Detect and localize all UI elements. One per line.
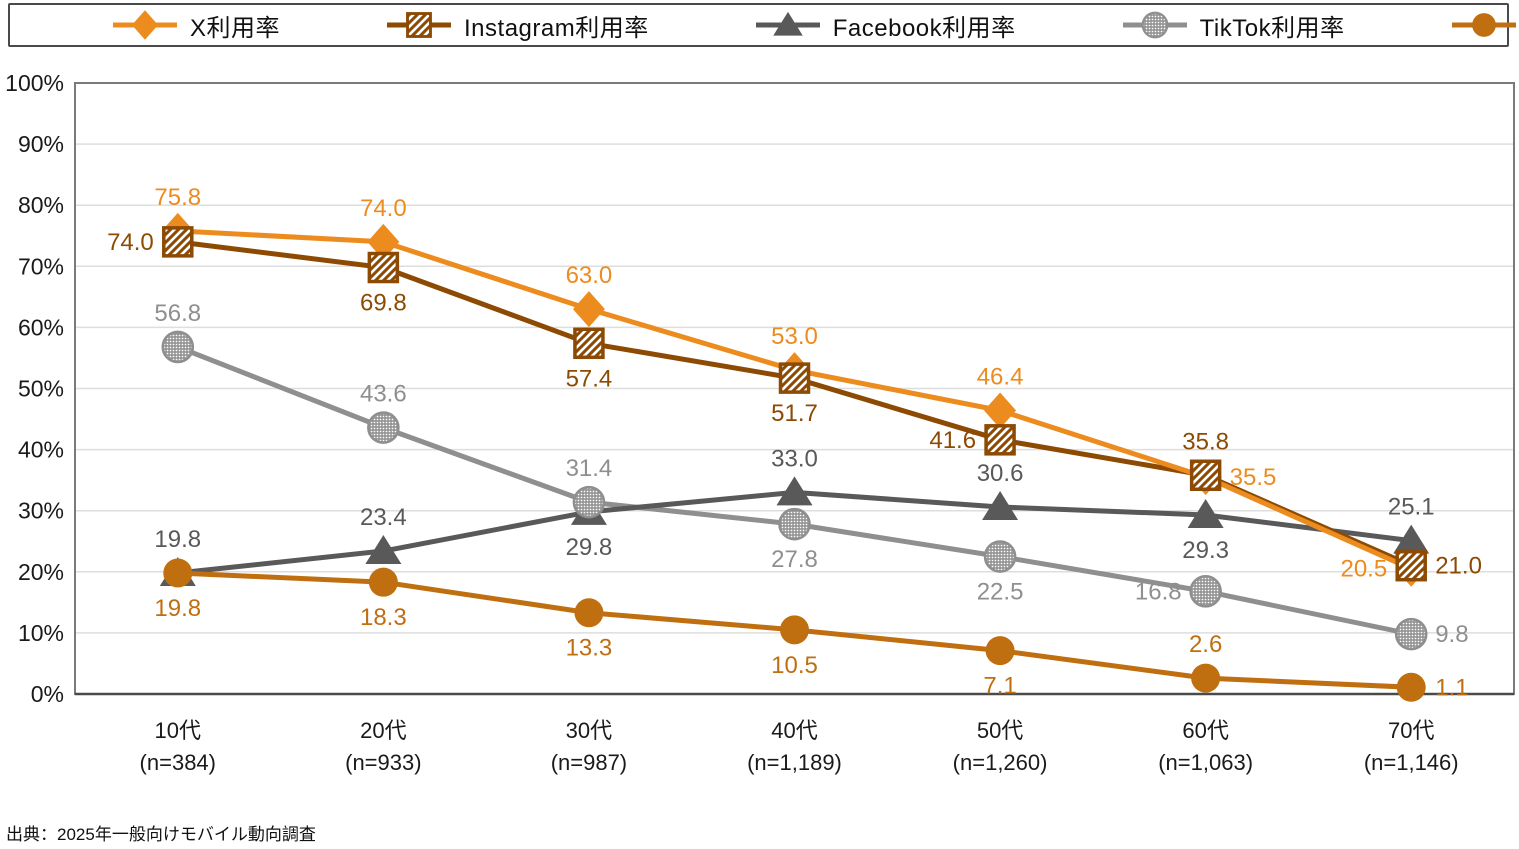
series-value-labels-1: 74.0 69.8 57.4 51.7 41.6 35.8 21.0 [107,229,1482,580]
svg-text:56.8: 56.8 [154,300,201,327]
svg-text:50代: 50代 [977,718,1023,743]
svg-text:50%: 50% [18,376,64,402]
svg-text:29.3: 29.3 [1182,537,1229,564]
series-markers-3 [161,330,1428,651]
svg-text:10%: 10% [18,620,64,646]
svg-text:19.8: 19.8 [154,595,201,622]
legend-item-threads: Threads利用率 [1449,8,1519,43]
svg-text:40%: 40% [18,437,64,463]
svg-text:21.0: 21.0 [1435,553,1482,580]
y-axis-tick-labels: 0% 10% 20% 30% 40% 50% 60% 70% 80% 90% 100% [5,70,64,707]
legend-label-tiktok: TikTok利用率 [1199,14,1345,42]
svg-text:75.8: 75.8 [154,184,201,211]
svg-text:29.8: 29.8 [566,534,613,561]
svg-text:46.4: 46.4 [977,363,1024,390]
svg-text:43.6: 43.6 [360,381,407,408]
svg-text:1.1: 1.1 [1435,674,1468,701]
legend-item-x: X利用率 [110,8,280,43]
svg-text:41.6: 41.6 [929,427,976,454]
legend-label-x: X利用率 [190,14,281,42]
svg-text:(n=1,146): (n=1,146) [1364,750,1459,775]
svg-text:13.3: 13.3 [566,635,613,662]
legend-label-instagram: Instagram利用率 [464,14,649,42]
svg-text:23.4: 23.4 [360,504,407,531]
series-value-labels-3: 56.8 43.6 31.4 27.8 22.5 16.8 9.8 [154,300,1468,648]
svg-text:20%: 20% [18,559,64,585]
svg-text:18.3: 18.3 [360,604,407,631]
svg-text:(n=384): (n=384) [140,750,216,775]
svg-text:(n=933): (n=933) [345,750,421,775]
x-axis-tick-labels: 10代 (n=384) 20代 (n=933) 30代 (n=987) 40代 (n=1,18… [140,718,1459,775]
svg-text:31.4: 31.4 [566,455,613,482]
svg-text:70代: 70代 [1388,718,1434,743]
series-markers-4 [163,558,1426,702]
svg-text:100%: 100% [5,70,64,96]
instagram-hatched-square-marker-icon [387,12,452,38]
svg-text:35.5: 35.5 [1230,464,1277,491]
svg-text:19.8: 19.8 [154,526,201,553]
facebook-triangle-marker-icon [755,11,820,36]
svg-text:10.5: 10.5 [771,652,818,679]
x-diamond-marker-icon [113,10,177,40]
svg-text:63.0: 63.0 [566,262,613,289]
svg-text:74.0: 74.0 [360,195,407,222]
tiktok-grid-circle-marker-icon [1122,11,1187,39]
svg-text:57.4: 57.4 [566,365,613,392]
svg-text:10代: 10代 [155,718,201,743]
svg-text:(n=987): (n=987) [551,750,627,775]
series-value-labels-0: 75.8 74.0 63.0 53.0 46.4 35.5 20.5 [154,184,1387,583]
legend-label-facebook: Facebook利用率 [832,14,1016,42]
svg-text:27.8: 27.8 [771,546,818,573]
svg-text:74.0: 74.0 [107,229,154,256]
svg-text:(n=1,189): (n=1,189) [747,750,842,775]
svg-text:33.0: 33.0 [771,445,818,472]
chart-legend: X利用率 Instagram利用率 Facebook利用率 TikTok利用率 … [8,3,1516,47]
svg-text:35.8: 35.8 [1182,428,1229,455]
svg-text:53.0: 53.0 [771,323,818,350]
svg-text:60%: 60% [18,314,64,340]
series-value-labels-4: 19.8 18.3 13.3 10.5 7.1 2.6 1.1 [154,595,1468,701]
series-value-labels-2: 19.8 23.4 29.8 33.0 30.6 29.3 25.1 [154,445,1434,564]
legend-item-facebook: Facebook利用率 [753,8,1016,43]
svg-text:2.6: 2.6 [1189,631,1222,658]
svg-text:9.8: 9.8 [1435,621,1468,648]
svg-text:22.5: 22.5 [977,579,1024,606]
svg-text:90%: 90% [18,131,64,157]
svg-text:40代: 40代 [771,718,817,743]
svg-text:51.7: 51.7 [771,400,818,427]
svg-text:30%: 30% [18,498,64,524]
svg-text:(n=1,063): (n=1,063) [1158,750,1253,775]
svg-text:25.1: 25.1 [1388,494,1435,521]
svg-text:30代: 30代 [566,718,612,743]
svg-text:7.1: 7.1 [983,673,1016,700]
svg-text:20.5: 20.5 [1340,556,1387,583]
svg-text:80%: 80% [18,192,64,218]
threads-circle-marker-icon [1451,13,1516,37]
svg-text:20代: 20代 [360,718,406,743]
source-citation: 出典：2025年一般向けモバイル動向調査 [6,825,316,844]
svg-text:69.8: 69.8 [360,290,407,317]
svg-text:(n=1,260): (n=1,260) [953,750,1048,775]
svg-text:0%: 0% [31,681,64,707]
svg-text:16.8: 16.8 [1135,578,1182,605]
legend-item-tiktok: TikTok利用率 [1120,8,1345,43]
svg-text:60代: 60代 [1182,718,1228,743]
series-markers-1 [162,226,1427,582]
svg-text:70%: 70% [18,253,64,279]
legend-item-instagram: Instagram利用率 [384,8,649,43]
svg-text:30.6: 30.6 [977,460,1024,487]
